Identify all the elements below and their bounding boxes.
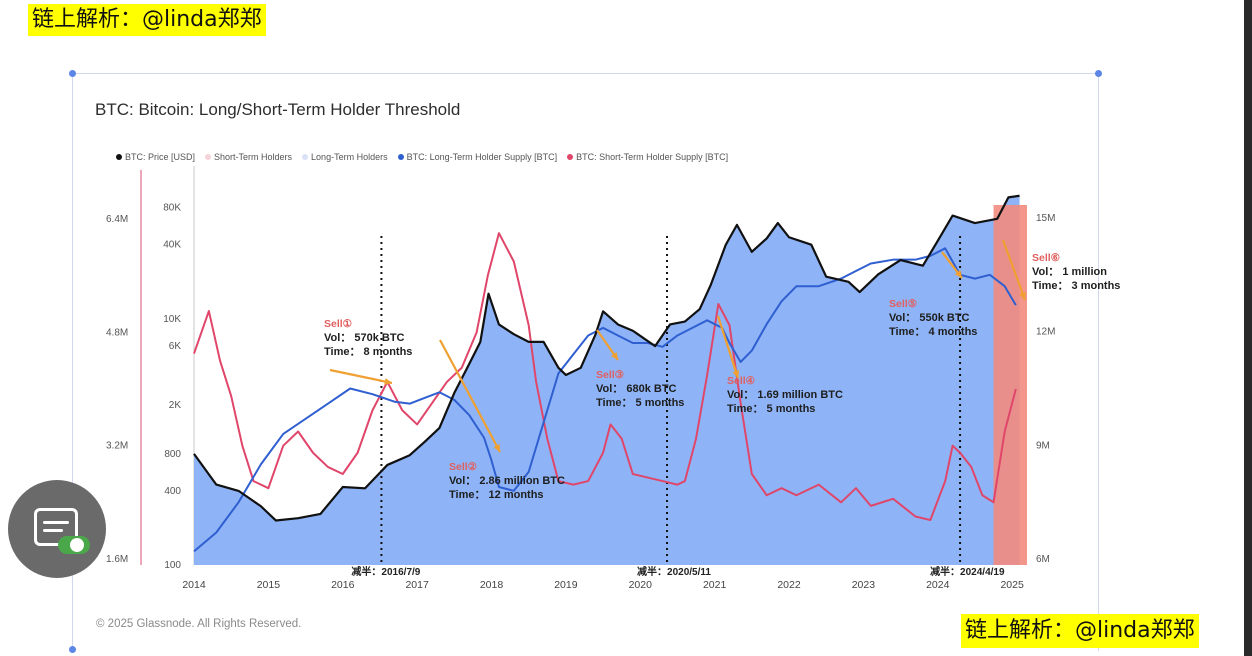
legend-label-sth-supply: BTC: Short-Term Holder Supply [BTC] [576,152,729,162]
legend-swatch-price [116,154,122,160]
sell-arrow [439,339,501,453]
selection-frame-left [72,73,73,651]
selection-frame-right [1098,73,1099,651]
price-tick-label: 400 [164,486,181,497]
sell-arrowhead [954,270,962,278]
legend-item-lth[interactable]: Long-Term Holders [302,152,388,162]
price-tick-label: 2K [169,400,182,411]
annotation-sell-label: Sell③ [596,369,625,381]
x-tick-label: 2018 [480,579,504,591]
legend-item-sth[interactable]: Short-Term Holders [205,152,292,162]
sell-arrow [716,315,740,379]
price-tick-label: 80K [163,203,181,214]
annotation-volume: Vol： 550k BTC [889,312,970,324]
x-tick-label: 2014 [182,579,206,591]
legend-label-price: BTC: Price [USD] [125,152,196,162]
sell-arrowhead [493,444,500,452]
legend-swatch-lth [302,154,309,160]
legend-swatch-lth-supply [397,154,404,160]
price-line [193,194,1020,522]
lth-supply-line [193,247,1017,553]
price-tick-label: 10K [163,314,181,325]
legend-item-price[interactable]: BTC: Price [USD] [116,152,195,162]
price-tick-label: 6K [169,341,182,352]
chart-legend: BTC: Price [USD] Short-Term Holders Long… [116,152,728,162]
annotation-volume: Vol： 1 million [1032,266,1107,278]
legend-label-sth: Short-Term Holders [214,152,293,162]
sell-arrowhead [732,370,740,378]
annotation-volume: Vol： 680k BTC [596,383,677,395]
annotation-volume: Vol： 2.86 million BTC [449,475,565,487]
sell-arrowhead [1019,292,1026,300]
annotation-duration: Time： 12 months [449,489,544,501]
legend-item-sth-supply[interactable]: BTC: Short-Term Holder Supply [BTC] [567,152,728,162]
x-tick-label: 2016 [331,579,355,591]
x-tick-label: 2021 [703,579,727,591]
annotation-sell-label: Sell① [324,318,353,330]
annotation-duration: Time： 3 months [1032,280,1120,292]
resize-handle-top-left[interactable] [69,70,76,77]
annotation-duration: Time： 5 months [727,403,815,415]
sell-arrowhead [384,378,392,385]
x-tick-label: 2015 [257,579,281,591]
lth-tick-label: 15M [1036,213,1055,224]
sth-supply-line [193,232,1017,522]
toggle-knob [70,538,84,552]
x-tick-label: 2022 [777,579,801,591]
sth-tick-label: 3.2M [106,441,128,452]
annotation-duration: Time： 4 months [889,326,977,338]
x-tick-label: 2024 [926,579,950,591]
lth-tick-label: 9M [1036,440,1050,451]
x-tick-label: 2023 [852,579,876,591]
window-edge [1244,0,1252,656]
x-tick-label: 2025 [1000,579,1024,591]
sell-arrow [1001,239,1027,301]
legend-item-lth-supply[interactable]: BTC: Long-Term Holder Supply [BTC] [397,152,558,162]
annotation-volume: Vol： 570k BTC [324,332,405,344]
resize-handle-bottom-left[interactable] [69,646,76,653]
price-tick-label: 40K [163,240,181,251]
sth-tick-label: 1.6M [106,554,128,565]
sell-arrowhead [611,352,618,360]
annotation-sell-label: Sell② [449,461,478,473]
chat-icon [34,508,78,546]
chart-title: BTC: Bitcoin: Long/Short-Term Holder Thr… [95,100,461,119]
resize-handle-top-right[interactable] [1095,70,1102,77]
price-tick-label: 100 [164,560,181,571]
legend-swatch-sth [205,154,212,160]
chat-widget-button[interactable] [8,480,106,578]
copyright: © 2025 Glassnode. All Rights Reserved. [96,618,302,630]
lth-supply-area [194,195,1020,565]
top-watermark: 链上解析：@linda郑郑 [28,4,266,36]
legend-swatch-sth-supply [567,154,574,160]
annotation-sell-label: Sell⑥ [1032,252,1061,264]
annotation-sell-label: Sell④ [727,375,756,387]
lth-tick-label: 6M [1036,554,1050,565]
recent-period-band [993,205,1027,565]
sth-tick-label: 6.4M [106,214,128,225]
chat-icon-line [43,521,69,524]
bottom-watermark: 链上解析：@linda郑郑 [961,614,1199,648]
legend-label-lth-supply: BTC: Long-Term Holder Supply [BTC] [406,152,558,162]
halving-label: 减半：2024/4/19 [930,565,1005,578]
selection-frame-top [72,73,1098,74]
x-tick-label: 2017 [405,579,429,591]
sell-arrow [329,368,393,385]
annotation-volume: Vol： 1.69 million BTC [727,389,843,401]
annotation-duration: Time： 5 months [596,397,684,409]
legend-label-lth: Long-Term Holders [311,152,388,162]
x-tick-label: 2019 [554,579,578,591]
x-tick-label: 2020 [629,579,653,591]
halving-label: 减半：2016/7/9 [351,565,420,578]
chat-icon-line [43,529,63,532]
annotation-duration: Time： 8 months [324,346,412,358]
halving-label: 减半：2020/5/11 [637,565,711,578]
lth-tick-label: 12M [1036,327,1055,338]
sth-tick-label: 4.8M [106,327,128,338]
price-tick-label: 800 [164,449,181,460]
annotation-sell-label: Sell⑤ [889,298,918,310]
